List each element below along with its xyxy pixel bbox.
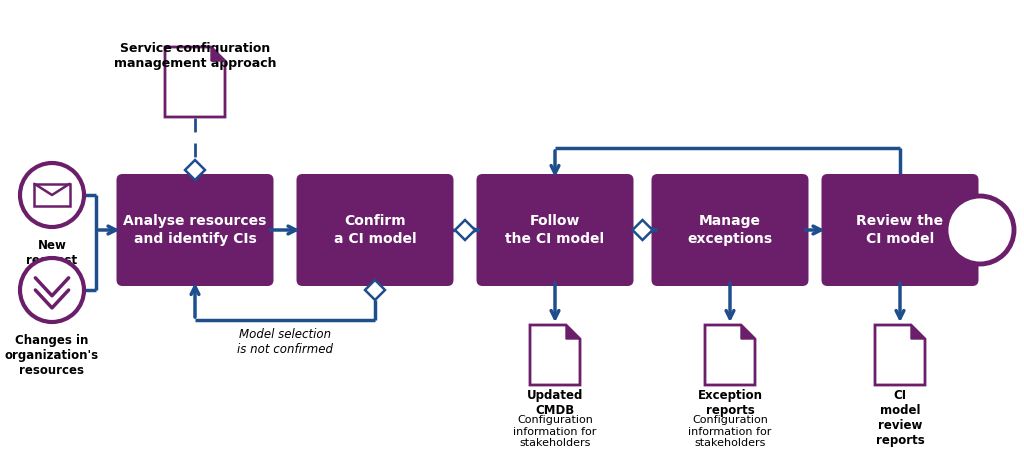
- Polygon shape: [185, 160, 205, 180]
- FancyBboxPatch shape: [651, 174, 809, 286]
- FancyBboxPatch shape: [476, 174, 634, 286]
- Text: Changes in
organization's
resources: Changes in organization's resources: [5, 334, 99, 377]
- Text: Configuration
information for
stakeholders: Configuration information for stakeholde…: [513, 415, 597, 448]
- Text: CI
model
review
reports: CI model review reports: [876, 389, 925, 447]
- Polygon shape: [741, 325, 755, 339]
- Polygon shape: [911, 325, 925, 339]
- Polygon shape: [705, 325, 755, 385]
- Text: Manage
exceptions: Manage exceptions: [687, 214, 772, 246]
- Polygon shape: [365, 280, 385, 300]
- Polygon shape: [633, 220, 652, 240]
- FancyBboxPatch shape: [117, 174, 273, 286]
- Circle shape: [20, 258, 84, 322]
- Text: Updated
CMDB: Updated CMDB: [526, 389, 584, 417]
- Text: Review the
CI model: Review the CI model: [856, 214, 943, 246]
- FancyBboxPatch shape: [297, 174, 454, 286]
- Polygon shape: [874, 325, 925, 385]
- Polygon shape: [530, 325, 580, 385]
- Text: Follow
the CI model: Follow the CI model: [506, 214, 604, 246]
- Polygon shape: [566, 325, 580, 339]
- FancyBboxPatch shape: [821, 174, 979, 286]
- Circle shape: [20, 163, 84, 227]
- Polygon shape: [455, 220, 475, 240]
- Text: New
request: New request: [27, 239, 78, 267]
- Text: Service configuration
management approach: Service configuration management approac…: [114, 42, 276, 70]
- Polygon shape: [165, 47, 225, 117]
- Polygon shape: [211, 47, 225, 61]
- Text: Confirm
a CI model: Confirm a CI model: [334, 214, 417, 246]
- Circle shape: [946, 196, 1014, 264]
- Text: Analyse resources
and identify CIs: Analyse resources and identify CIs: [123, 214, 266, 246]
- Text: Configuration
information for
stakeholders: Configuration information for stakeholde…: [688, 415, 772, 448]
- Text: Exception
reports: Exception reports: [697, 389, 763, 417]
- Text: Model selection
is not confirmed: Model selection is not confirmed: [237, 328, 333, 356]
